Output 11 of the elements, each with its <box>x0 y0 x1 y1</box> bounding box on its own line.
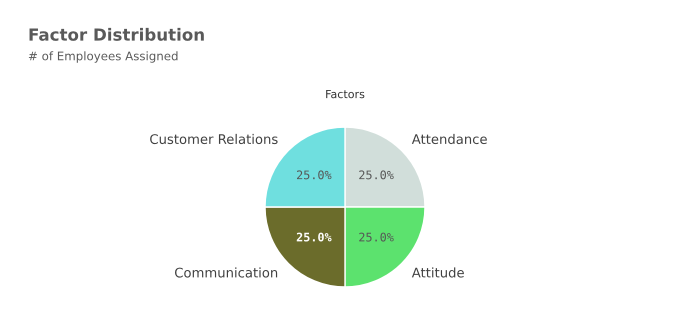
data-label: 25.0% <box>296 170 332 180</box>
data-label: 25.0% <box>359 232 394 242</box>
data-label: 25.0% <box>296 232 332 242</box>
slice-label: Customer Relations <box>150 134 278 144</box>
slice-label: Attendance <box>412 134 487 144</box>
chart-title: Factor Distribution <box>30 28 204 41</box>
slice-label: Attitude <box>412 267 464 278</box>
slice-label: Communication <box>174 267 278 278</box>
data-label: 25.0% <box>359 170 394 180</box>
chart-subtitle: # of Employees Assigned <box>28 51 178 63</box>
text: Factors <box>326 90 364 98</box>
